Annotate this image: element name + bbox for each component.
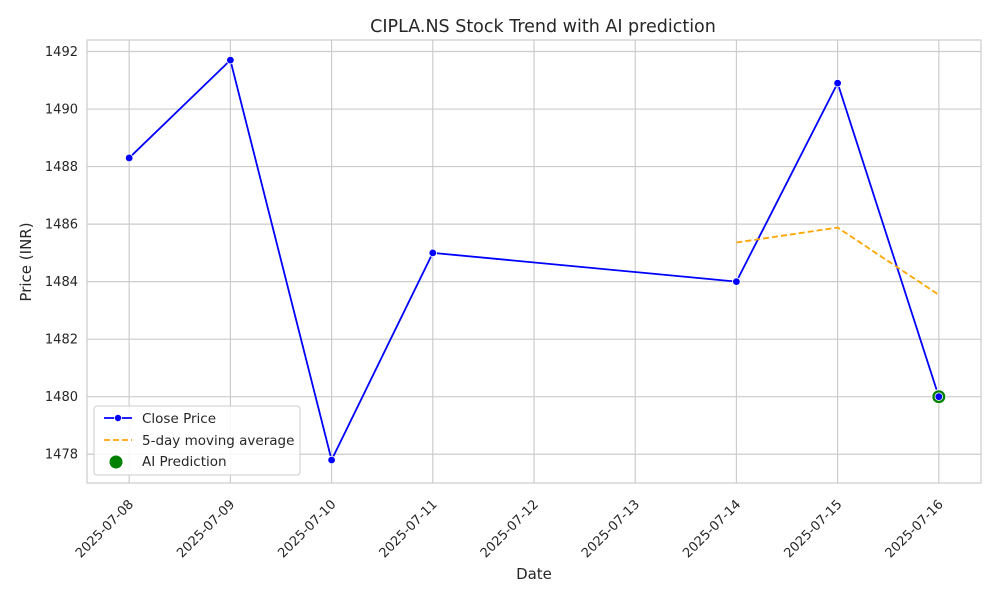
legend-label-ai-prediction: AI Prediction [142, 454, 227, 470]
y-tick-label: 1486 [45, 218, 78, 233]
x-tick-label: 2025-07-14 [680, 497, 744, 561]
y-tick-label: 1478 [45, 448, 78, 463]
legend-box [93, 405, 301, 476]
x-tick-label: 2025-07-12 [478, 497, 542, 561]
chart-title: CIPLA.NS Stock Trend with AI prediction [370, 17, 716, 37]
x-tick-label: 2025-07-08 [73, 497, 137, 561]
x-tick-label: 2025-07-13 [579, 497, 643, 561]
data-point-close-price [226, 55, 235, 65]
data-point-close-price [124, 153, 134, 163]
legend: Close Price 5-day moving average AI Pred… [93, 405, 301, 476]
y-tick-label: 1488 [45, 160, 78, 175]
plot-area-frame [86, 39, 982, 484]
data-point-close-price-overlay [934, 392, 944, 401]
y-tick-label: 1492 [45, 45, 78, 60]
y-tick-label: 1482 [45, 333, 78, 348]
data-point-close-price [327, 455, 336, 465]
x-axis-label: Date [516, 565, 552, 583]
x-tick-label: 2025-07-16 [883, 497, 947, 561]
legend-ai-prediction-marker [108, 454, 124, 470]
data-point-close-price [833, 78, 842, 88]
x-axis-ticks: 2025-07-08 2025-07-09 2025-07-10 2025-07-11… [73, 497, 947, 561]
y-tick-label: 1480 [45, 390, 78, 405]
y-tick-label: 1484 [45, 275, 78, 290]
y-axis-ticks: 1478 1480 1482 1484 1486 1488 1490 1492 [45, 45, 78, 463]
grid [87, 40, 981, 483]
legend-label-moving-average: 5-day moving average [142, 433, 294, 449]
y-tick-label: 1490 [45, 103, 78, 118]
x-tick-label: 2025-07-11 [377, 497, 441, 561]
x-tick-label: 2025-07-15 [781, 497, 845, 561]
series-layer [124, 55, 947, 465]
data-point-close-price [428, 248, 437, 258]
legend-label-close-price: Close Price [142, 411, 216, 427]
series-line-5-day-moving-average [736, 226, 940, 296]
data-point-close-price [732, 277, 741, 286]
x-tick-label: 2025-07-09 [174, 497, 238, 561]
legend-close-price-marker [114, 413, 123, 422]
y-axis-label: Price (INR) [17, 222, 35, 301]
x-tick-label: 2025-07-10 [275, 497, 339, 561]
